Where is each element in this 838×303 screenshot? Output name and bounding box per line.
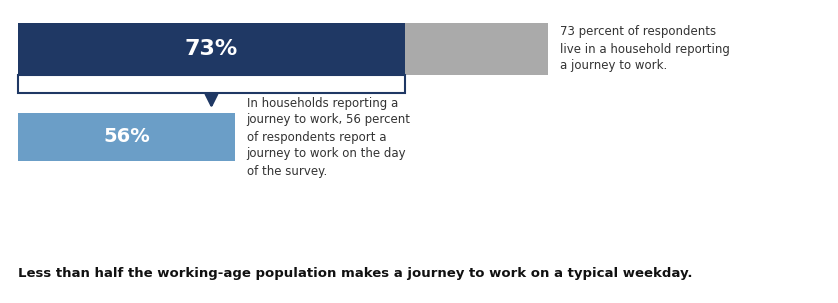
Text: In households reporting a
journey to work, 56 percent
of respondents report a
jo: In households reporting a journey to wor… (246, 96, 411, 178)
Text: 56%: 56% (103, 128, 150, 146)
Text: 73%: 73% (185, 39, 238, 59)
Bar (18, 113, 235, 161)
Text: Less than half the working-age population makes a journey to work on a typical w: Less than half the working-age populatio… (18, 267, 692, 279)
Text: 73 percent of respondents
live in a household reporting
a journey to work.: 73 percent of respondents live in a hous… (560, 25, 730, 72)
Bar (18, 23, 548, 75)
Bar (18, 23, 405, 75)
Bar (18, 75, 405, 93)
